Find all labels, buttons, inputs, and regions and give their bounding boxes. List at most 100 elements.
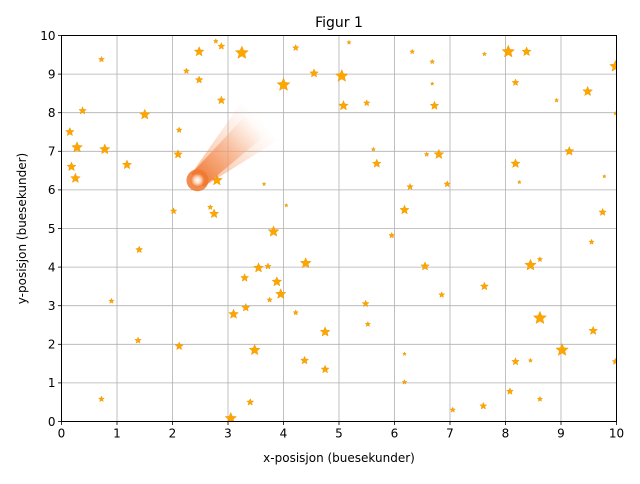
star-marker bbox=[207, 203, 214, 210]
x-tick-label: 6 bbox=[391, 427, 399, 441]
star-marker bbox=[292, 43, 300, 51]
star-marker bbox=[309, 68, 319, 78]
star-marker bbox=[402, 351, 407, 356]
star-marker bbox=[609, 59, 617, 72]
star-marker bbox=[319, 326, 331, 337]
star-marker bbox=[174, 341, 184, 351]
x-tick-label: 2 bbox=[169, 427, 177, 441]
star-marker bbox=[406, 182, 414, 190]
star-marker bbox=[613, 111, 617, 116]
star-marker bbox=[173, 149, 183, 159]
star-marker bbox=[588, 238, 595, 245]
star-marker bbox=[611, 357, 617, 365]
x-tick-label: 1 bbox=[113, 427, 121, 441]
star-marker bbox=[121, 159, 133, 170]
y-tick-label: 9 bbox=[48, 67, 56, 81]
star-marker bbox=[99, 143, 111, 155]
star-marker bbox=[449, 406, 456, 413]
star-marker bbox=[524, 258, 537, 271]
star-marker bbox=[361, 299, 370, 308]
star-marker bbox=[241, 302, 251, 312]
y-tick-label: 4 bbox=[48, 260, 56, 274]
y-tick-label: 2 bbox=[48, 338, 56, 352]
star-marker bbox=[479, 401, 488, 410]
star-marker bbox=[443, 180, 451, 188]
star-marker bbox=[338, 100, 349, 111]
star-marker bbox=[505, 387, 514, 395]
star-marker bbox=[370, 146, 376, 152]
comet bbox=[186, 103, 277, 192]
star-marker bbox=[98, 395, 105, 403]
x-tick-label: 4 bbox=[280, 427, 288, 441]
star-marker bbox=[267, 225, 280, 237]
star-marker bbox=[283, 202, 289, 208]
x-tick-label: 3 bbox=[224, 427, 232, 441]
y-tick-label: 3 bbox=[48, 299, 56, 313]
star-marker bbox=[216, 95, 226, 105]
star-marker bbox=[429, 100, 440, 110]
star-marker bbox=[217, 42, 226, 50]
comet-head bbox=[190, 173, 205, 188]
star-marker bbox=[134, 336, 142, 344]
star-marker bbox=[240, 273, 250, 282]
star-marker bbox=[501, 44, 515, 58]
star-marker bbox=[292, 309, 299, 316]
y-tick-label: 1 bbox=[48, 376, 56, 390]
star-marker bbox=[429, 81, 435, 86]
star-marker bbox=[212, 38, 219, 44]
star-marker bbox=[420, 261, 430, 271]
star-marker bbox=[135, 245, 144, 254]
star-marker bbox=[253, 262, 264, 273]
star-marker bbox=[139, 108, 151, 120]
y-tick-label: 5 bbox=[48, 222, 56, 236]
star-marker bbox=[588, 325, 598, 335]
star-marker bbox=[423, 151, 430, 157]
x-tick-label: 10 bbox=[609, 427, 624, 441]
star-marker bbox=[234, 45, 249, 59]
star-marker bbox=[553, 97, 560, 103]
star-marker bbox=[532, 310, 547, 324]
star-marker bbox=[261, 181, 267, 187]
star-marker bbox=[320, 364, 330, 374]
star-marker bbox=[264, 262, 272, 270]
star-marker bbox=[275, 288, 287, 299]
star-marker bbox=[209, 208, 220, 219]
star-marker bbox=[517, 179, 522, 185]
x-tick-label: 5 bbox=[335, 427, 343, 441]
star-marker bbox=[409, 48, 416, 55]
star-marker bbox=[582, 85, 593, 97]
star-marker bbox=[194, 75, 204, 84]
star-marker bbox=[175, 126, 183, 133]
y-tick-label: 0 bbox=[48, 415, 56, 429]
star-marker bbox=[169, 207, 178, 215]
star-marker bbox=[266, 296, 273, 303]
y-axis-label: y-posisjon (buesekunder) bbox=[15, 153, 29, 304]
star-marker bbox=[228, 308, 239, 319]
star-marker bbox=[536, 395, 544, 402]
star-marker bbox=[511, 78, 520, 86]
star-marker bbox=[564, 145, 575, 156]
star-marker bbox=[246, 398, 255, 406]
comet-tail bbox=[191, 103, 277, 187]
x-tick-label: 8 bbox=[502, 427, 510, 441]
x-tick-label: 9 bbox=[557, 427, 565, 441]
star-marker bbox=[429, 58, 436, 65]
star-marker bbox=[193, 46, 205, 57]
y-tick-label: 6 bbox=[48, 183, 56, 197]
star-marker bbox=[479, 281, 489, 291]
star-marker bbox=[598, 207, 607, 216]
x-tick-label: 7 bbox=[446, 427, 454, 441]
x-tick-label: 0 bbox=[58, 427, 66, 441]
star-marker bbox=[601, 173, 607, 179]
star-marker bbox=[66, 161, 77, 172]
chart-title: Figur 1 bbox=[315, 15, 363, 31]
comet-tail-core bbox=[191, 115, 266, 187]
star-marker bbox=[276, 77, 291, 91]
star-marker bbox=[433, 148, 445, 159]
star-marker bbox=[481, 51, 487, 57]
y-tick-label: 7 bbox=[48, 145, 56, 159]
star-marker bbox=[399, 204, 410, 215]
star-marker bbox=[388, 231, 396, 239]
star-marker bbox=[401, 379, 408, 385]
